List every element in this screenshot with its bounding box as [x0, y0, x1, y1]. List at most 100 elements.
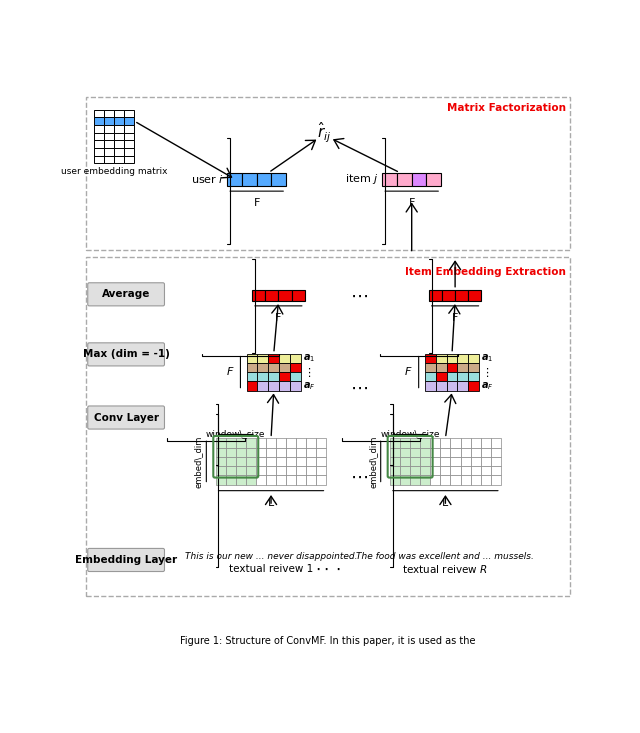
Text: user embedding matrix: user embedding matrix — [61, 166, 167, 175]
Bar — [236, 438, 246, 448]
Text: window\_size: window\_size — [206, 429, 266, 438]
Bar — [257, 372, 268, 381]
Bar — [430, 438, 440, 448]
Text: Matrix Factorization: Matrix Factorization — [447, 103, 566, 114]
Bar — [468, 353, 479, 363]
Bar — [307, 475, 316, 485]
Text: F: F — [227, 367, 233, 377]
Bar — [420, 457, 430, 466]
Bar — [481, 438, 491, 448]
Bar — [470, 438, 481, 448]
Bar — [286, 466, 296, 475]
Bar — [227, 173, 242, 185]
Bar — [236, 457, 246, 466]
Bar — [279, 353, 290, 363]
Bar — [430, 448, 440, 457]
Text: $\vdots$: $\vdots$ — [303, 366, 311, 378]
Text: item $j$: item $j$ — [346, 172, 379, 186]
Text: $\cdots$: $\cdots$ — [350, 379, 368, 397]
Bar — [430, 475, 440, 485]
Bar — [440, 466, 451, 475]
FancyBboxPatch shape — [88, 343, 164, 366]
Bar — [420, 466, 430, 475]
Bar — [458, 353, 468, 363]
Bar — [420, 438, 430, 448]
Bar — [440, 438, 451, 448]
Bar — [290, 372, 301, 381]
Bar — [410, 466, 420, 475]
Text: $\hat{r}_{ij}$: $\hat{r}_{ij}$ — [317, 120, 332, 145]
Bar — [390, 475, 400, 485]
Bar — [246, 381, 257, 391]
Bar — [276, 466, 286, 475]
Bar — [461, 457, 470, 466]
Bar — [256, 466, 266, 475]
Bar — [266, 438, 276, 448]
Bar — [451, 466, 461, 475]
Text: textual reivew $R$: textual reivew $R$ — [403, 563, 488, 575]
Bar — [410, 475, 420, 485]
Bar — [470, 466, 481, 475]
Bar — [307, 466, 316, 475]
Bar — [114, 148, 124, 155]
Bar — [491, 457, 501, 466]
Text: embed\_dim: embed\_dim — [369, 435, 378, 487]
Bar — [292, 290, 305, 301]
Bar — [246, 363, 257, 372]
Bar — [491, 475, 501, 485]
Bar — [440, 457, 451, 466]
Bar — [124, 133, 134, 140]
Text: L: L — [442, 498, 449, 507]
FancyBboxPatch shape — [88, 406, 164, 429]
Bar — [246, 438, 256, 448]
Text: Max (dim = -1): Max (dim = -1) — [83, 350, 170, 359]
Bar — [86, 257, 570, 596]
Bar — [491, 448, 501, 457]
Bar — [436, 381, 447, 391]
Text: $\boldsymbol{a}_1$: $\boldsymbol{a}_1$ — [303, 353, 316, 364]
Text: F: F — [452, 313, 458, 323]
Bar — [390, 438, 400, 448]
Bar — [410, 448, 420, 457]
Bar — [114, 155, 124, 163]
Bar — [94, 133, 104, 140]
Bar — [470, 448, 481, 457]
Bar — [124, 148, 134, 155]
Bar — [104, 117, 114, 125]
Bar — [114, 125, 124, 133]
Bar — [470, 457, 481, 466]
Bar — [268, 363, 279, 372]
Bar — [276, 438, 286, 448]
Bar — [425, 381, 436, 391]
Text: $\boldsymbol{a}_F$: $\boldsymbol{a}_F$ — [481, 380, 494, 392]
Bar — [451, 475, 461, 485]
Bar — [216, 457, 226, 466]
Bar — [296, 475, 307, 485]
Bar — [451, 457, 461, 466]
Bar — [124, 140, 134, 148]
Bar — [468, 363, 479, 372]
Bar — [236, 448, 246, 457]
Bar — [468, 372, 479, 381]
Bar — [451, 448, 461, 457]
Bar — [425, 372, 436, 381]
Bar — [296, 466, 307, 475]
Bar — [124, 109, 134, 117]
Bar — [257, 353, 268, 363]
Bar — [442, 290, 455, 301]
Text: textual reivew 1: textual reivew 1 — [229, 564, 313, 574]
Text: Figure 1: Structure of ConvMF. In this paper, it is used as the: Figure 1: Structure of ConvMF. In this p… — [180, 636, 476, 646]
Bar — [265, 290, 278, 301]
Bar — [410, 457, 420, 466]
Bar — [242, 173, 257, 185]
Bar — [397, 173, 412, 185]
Bar — [246, 353, 257, 363]
Bar — [316, 466, 326, 475]
Bar — [470, 475, 481, 485]
Bar — [276, 448, 286, 457]
Bar — [236, 466, 246, 475]
Bar — [430, 466, 440, 475]
Bar — [114, 109, 124, 117]
Text: $\vdots$: $\vdots$ — [481, 366, 490, 378]
Bar — [316, 475, 326, 485]
